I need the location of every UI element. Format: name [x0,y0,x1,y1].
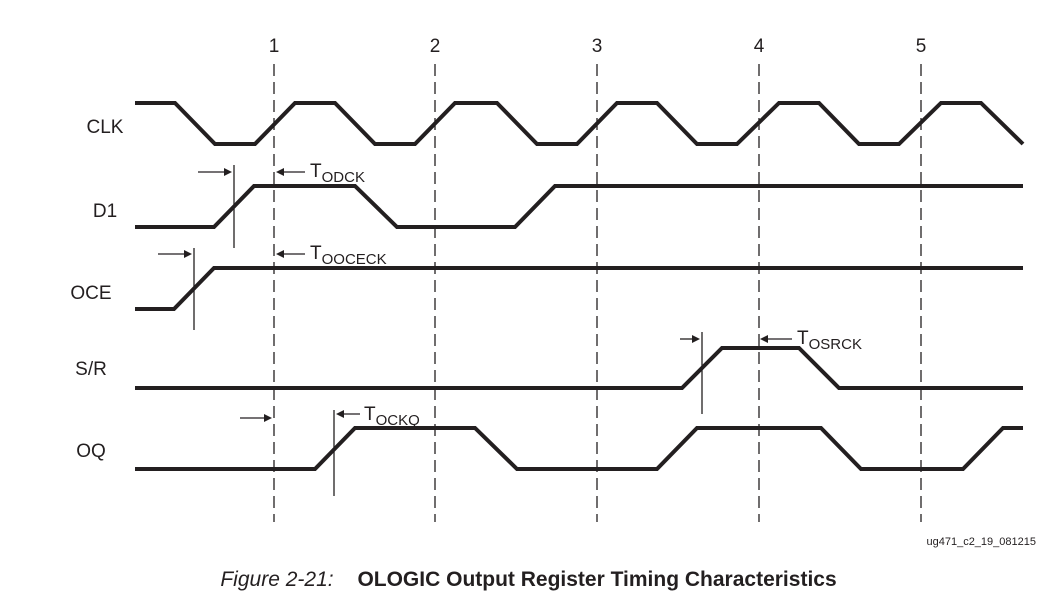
odck-arrowhead-left [224,168,232,176]
signal-label-sr: S/R [75,359,107,380]
clock-edge-labels: 1 2 3 4 5 [269,36,927,57]
edge-label-3: 3 [592,36,603,57]
figure-id: ug471_c2_19_081215 [926,536,1036,548]
signal-label-d1: D1 [93,201,117,222]
waveform-sr [135,346,1023,390]
edge-label-4: 4 [754,36,765,57]
ooceck-arrowhead-right [276,250,284,258]
ockq-arrowhead-right [336,410,344,418]
odck-label: TODCK [310,161,365,186]
osrck-label: TOSRCK [797,328,862,353]
ockq-label: TOCKQ [364,404,420,429]
caption-title: OLOGIC Output Register Timing Characteri… [357,568,837,591]
odck-arrowhead-right [276,168,284,176]
waveform-oce [135,266,1023,311]
timing-odck: TODCK [198,161,365,248]
edge-label-2: 2 [430,36,441,57]
ockq-arrowhead-left [264,414,272,422]
edge-label-5: 5 [916,36,927,57]
osrck-arrowhead-right [760,335,768,343]
caption-number: Figure 2-21: [220,568,334,591]
clock-edge-lines [273,64,922,522]
signal-labels: CLK D1 OCE S/R OQ [70,117,123,462]
waveform-oq [135,426,1023,471]
waveform-clk [135,101,1025,146]
timing-diagram: 1 2 3 4 5 CLK D1 OCE S/R OQ TODCK [70,36,1036,548]
waveforms [135,101,1025,471]
ooceck-arrowhead-left [184,250,192,258]
signal-label-oce: OCE [70,283,111,304]
osrck-arrowhead-left [692,335,700,343]
signal-label-oq: OQ [76,441,106,462]
figure-caption: Figure 2-21: OLOGIC Output Register Timi… [0,568,1057,592]
edge-label-1: 1 [269,36,280,57]
waveform-d1 [135,184,1023,229]
timing-osrck: TOSRCK [680,328,862,414]
timing-ockq: TOCKQ [240,404,420,496]
ooceck-label: TOOCECK [310,243,387,268]
signal-label-clk: CLK [87,117,124,138]
timing-oocek: TOOCECK [158,243,387,330]
